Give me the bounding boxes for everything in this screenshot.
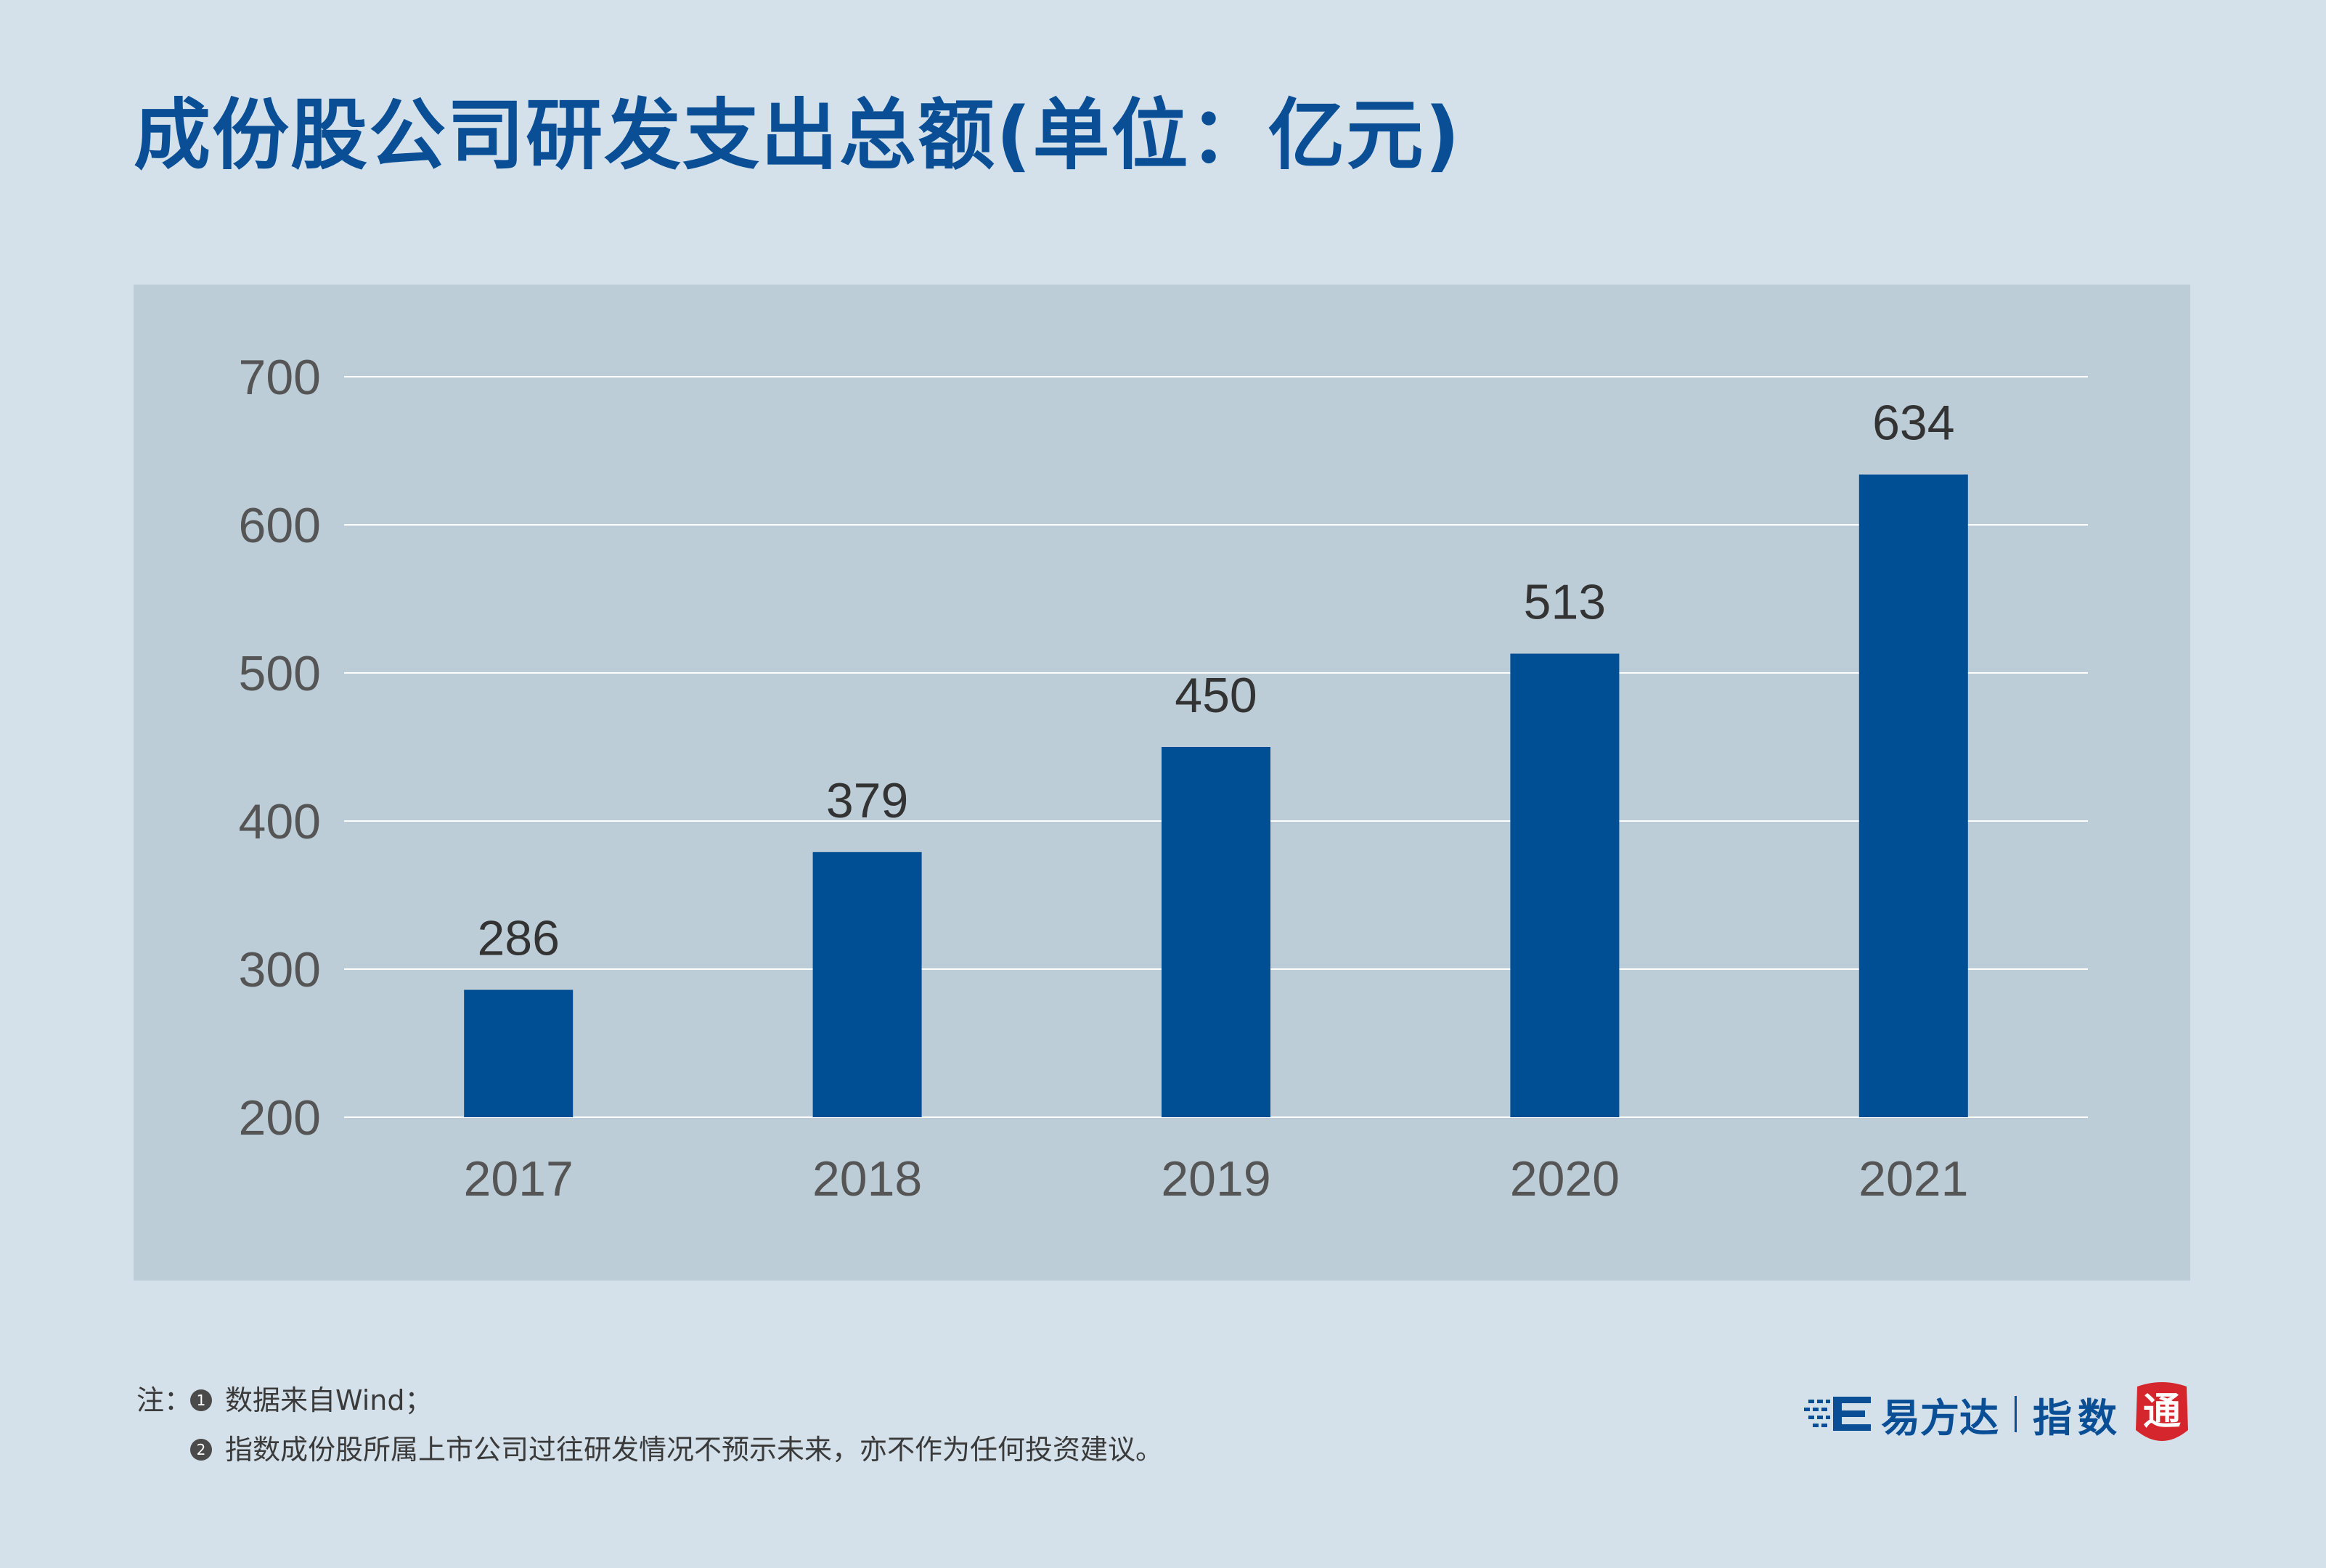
chart-panel: 200 300 400 500 600 700 286 2017 379 2018 450 2019 5… <box>134 285 2190 1281</box>
footnote-number-badge: 2 <box>190 1439 212 1461</box>
y-tick-label: 500 <box>239 646 321 701</box>
brand-subtitle: 指数 <box>2033 1395 2123 1441</box>
bar-value-label: 286 <box>477 911 559 966</box>
x-tick-label: 2019 <box>1161 1151 1270 1206</box>
bar <box>1510 653 1620 1117</box>
seal-character: 通 <box>2143 1390 2181 1434</box>
bar <box>1162 747 1270 1117</box>
footnote-1: 注： 1 数据来自Wind； <box>136 1376 1163 1425</box>
bar-value-label: 450 <box>1175 668 1257 723</box>
x-tick-label: 2017 <box>464 1151 574 1206</box>
y-tick-label: 600 <box>239 498 321 553</box>
y-tick-label: 400 <box>239 794 321 849</box>
y-tick-label: 300 <box>239 942 321 997</box>
bar <box>812 852 922 1117</box>
x-tick-label: 2020 <box>1510 1151 1620 1206</box>
footnote-2: 2 指数成份股所属上市公司过往研发情况不预示未来，亦不作为任何投资建议。 <box>136 1425 1163 1474</box>
y-tick-label: 200 <box>239 1090 321 1146</box>
footnote-number-badge: 1 <box>190 1389 212 1411</box>
bar-value-label: 379 <box>826 773 908 828</box>
footnote-prefix: 注： <box>136 1384 192 1416</box>
brand-logo: 易方达 指数 通 <box>1804 1379 2192 1449</box>
footnotes: 注： 1 数据来自Wind； 2 指数成份股所属上市公司过往研发情况不预示未来，… <box>136 1376 1163 1474</box>
footnote-text: 指数成份股所属上市公司过往研发情况不预示未来，亦不作为任何投资建议。 <box>225 1434 1164 1466</box>
footnote-text: 数据来自Wind； <box>225 1384 433 1416</box>
efunds-e-logo-icon <box>1804 1397 1871 1431</box>
bar-value-label: 513 <box>1524 574 1606 629</box>
y-tick-label: 700 <box>239 350 321 405</box>
bar-value-label: 634 <box>1872 396 1954 451</box>
brand-name: 易方达 <box>1881 1395 1999 1441</box>
brand-divider <box>2015 1396 2017 1432</box>
bar <box>1858 474 1968 1117</box>
chart-title: 成份股公司研发支出总额(单位：亿元) <box>134 91 1461 180</box>
seal-stamp-icon: 通 <box>2136 1382 2188 1441</box>
bar-chart: 200 300 400 500 600 700 286 2017 379 2018 450 2019 5… <box>239 350 2088 1206</box>
x-tick-label: 2018 <box>812 1151 922 1206</box>
bar <box>464 989 574 1117</box>
x-tick-label: 2021 <box>1858 1151 1968 1206</box>
